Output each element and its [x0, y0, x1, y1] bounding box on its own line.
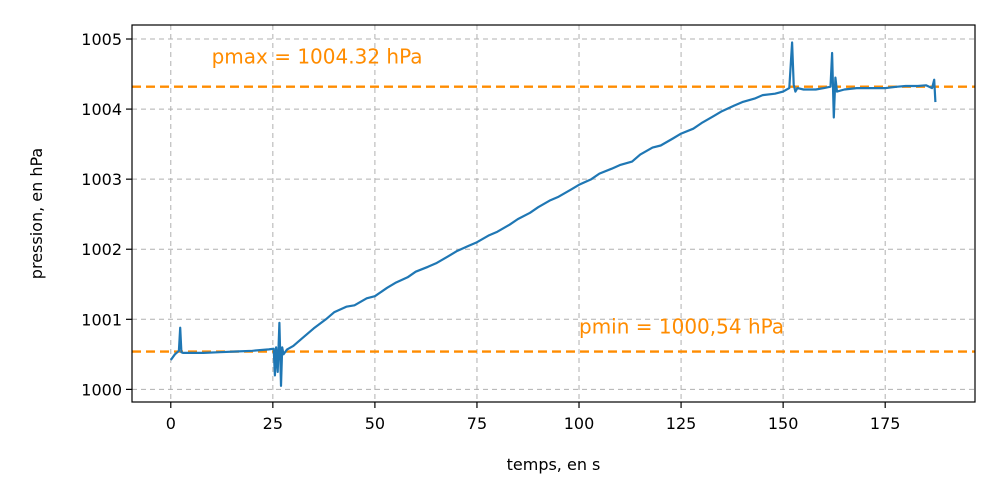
y-tick-label: 1001 [81, 310, 122, 329]
y-tick-label: 1005 [81, 30, 122, 49]
x-axis-title: temps, en s [507, 455, 601, 474]
reference-label: pmax = 1004.32 hPa [212, 45, 423, 69]
axis-ticks: 0 25 50 75 100 125 150 175 1000 1001 1002 1003 1004 1… [81, 30, 900, 433]
series-layer [169, 41, 937, 387]
pressure-series-line [169, 41, 937, 387]
x-tick-label: 0 [166, 414, 176, 433]
x-tick-label: 175 [870, 414, 901, 433]
plot-frame [131, 24, 976, 403]
y-tick-label: 1002 [81, 240, 122, 259]
x-tick-label: 100 [564, 414, 595, 433]
x-tick-label: 50 [365, 414, 385, 433]
y-tick-label: 1003 [81, 170, 122, 189]
x-tick-label: 75 [467, 414, 487, 433]
reference-lines [132, 85, 975, 353]
y-tick-label: 1004 [81, 100, 122, 119]
y-axis-title: pression, en hPa [27, 148, 46, 279]
grid [132, 25, 975, 402]
x-tick-label: 125 [666, 414, 697, 433]
x-tick-label: 25 [263, 414, 283, 433]
annotations: pmax = 1004.32 hPa pmin = 1000,54 hPa [212, 45, 784, 339]
x-tick-label: 150 [768, 414, 799, 433]
reference-label: pmin = 1000,54 hPa [579, 314, 784, 338]
y-tick-label: 1000 [81, 380, 122, 399]
